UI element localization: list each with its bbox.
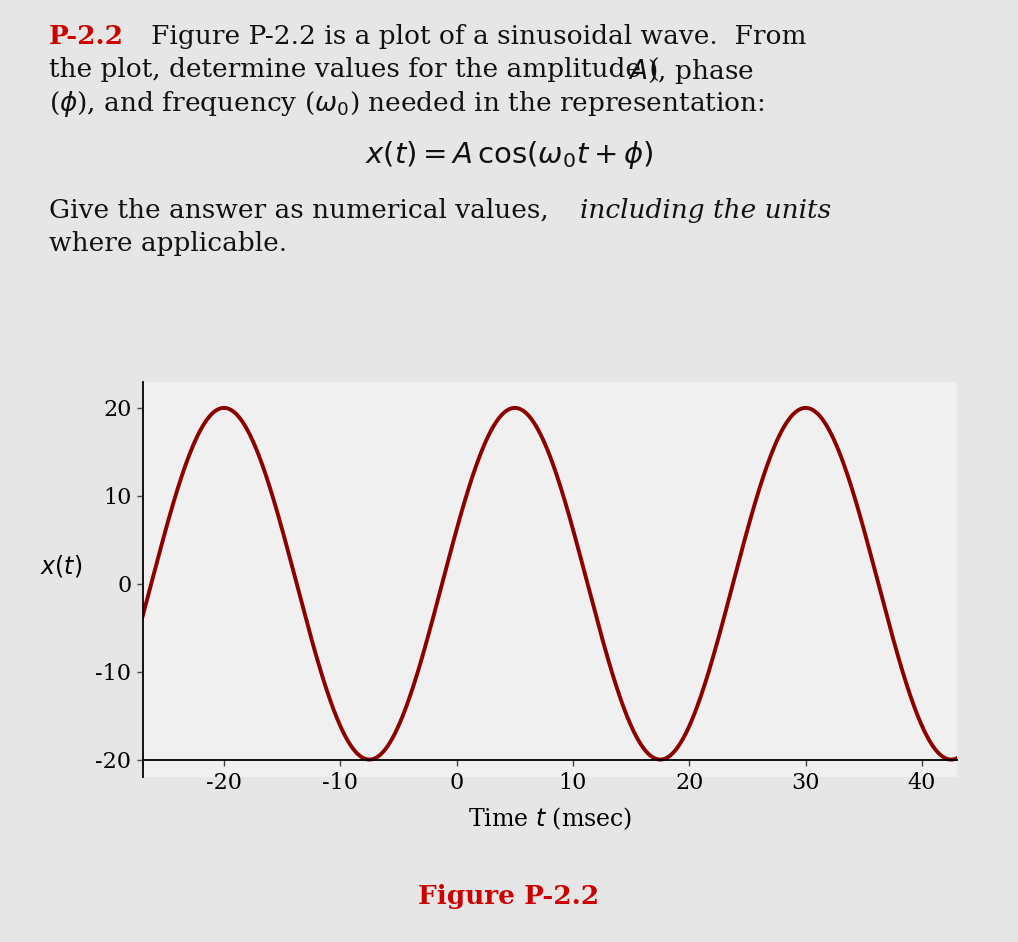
X-axis label: Time $t$ (msec): Time $t$ (msec) (467, 805, 632, 832)
Text: Figure P-2.2: Figure P-2.2 (418, 884, 600, 909)
Text: $x(t) = A\,\cos(\omega_0 t + \phi)$: $x(t) = A\,\cos(\omega_0 t + \phi)$ (364, 139, 654, 171)
Text: including the units: including the units (580, 198, 832, 223)
Text: P-2.2: P-2.2 (49, 24, 124, 49)
Text: Figure P-2.2 is a plot of a sinusoidal wave.  From: Figure P-2.2 is a plot of a sinusoidal w… (151, 24, 806, 49)
Text: $A$), phase: $A$), phase (628, 57, 754, 86)
Text: Give the answer as numerical values,: Give the answer as numerical values, (49, 198, 557, 223)
Text: where applicable.: where applicable. (49, 231, 287, 256)
Y-axis label: $x(t)$: $x(t)$ (40, 553, 82, 579)
Text: ($\phi$), and frequency ($\omega_0$) needed in the representation:: ($\phi$), and frequency ($\omega_0$) nee… (49, 89, 765, 120)
Text: the plot, determine values for the amplitude (: the plot, determine values for the ampli… (49, 57, 660, 82)
